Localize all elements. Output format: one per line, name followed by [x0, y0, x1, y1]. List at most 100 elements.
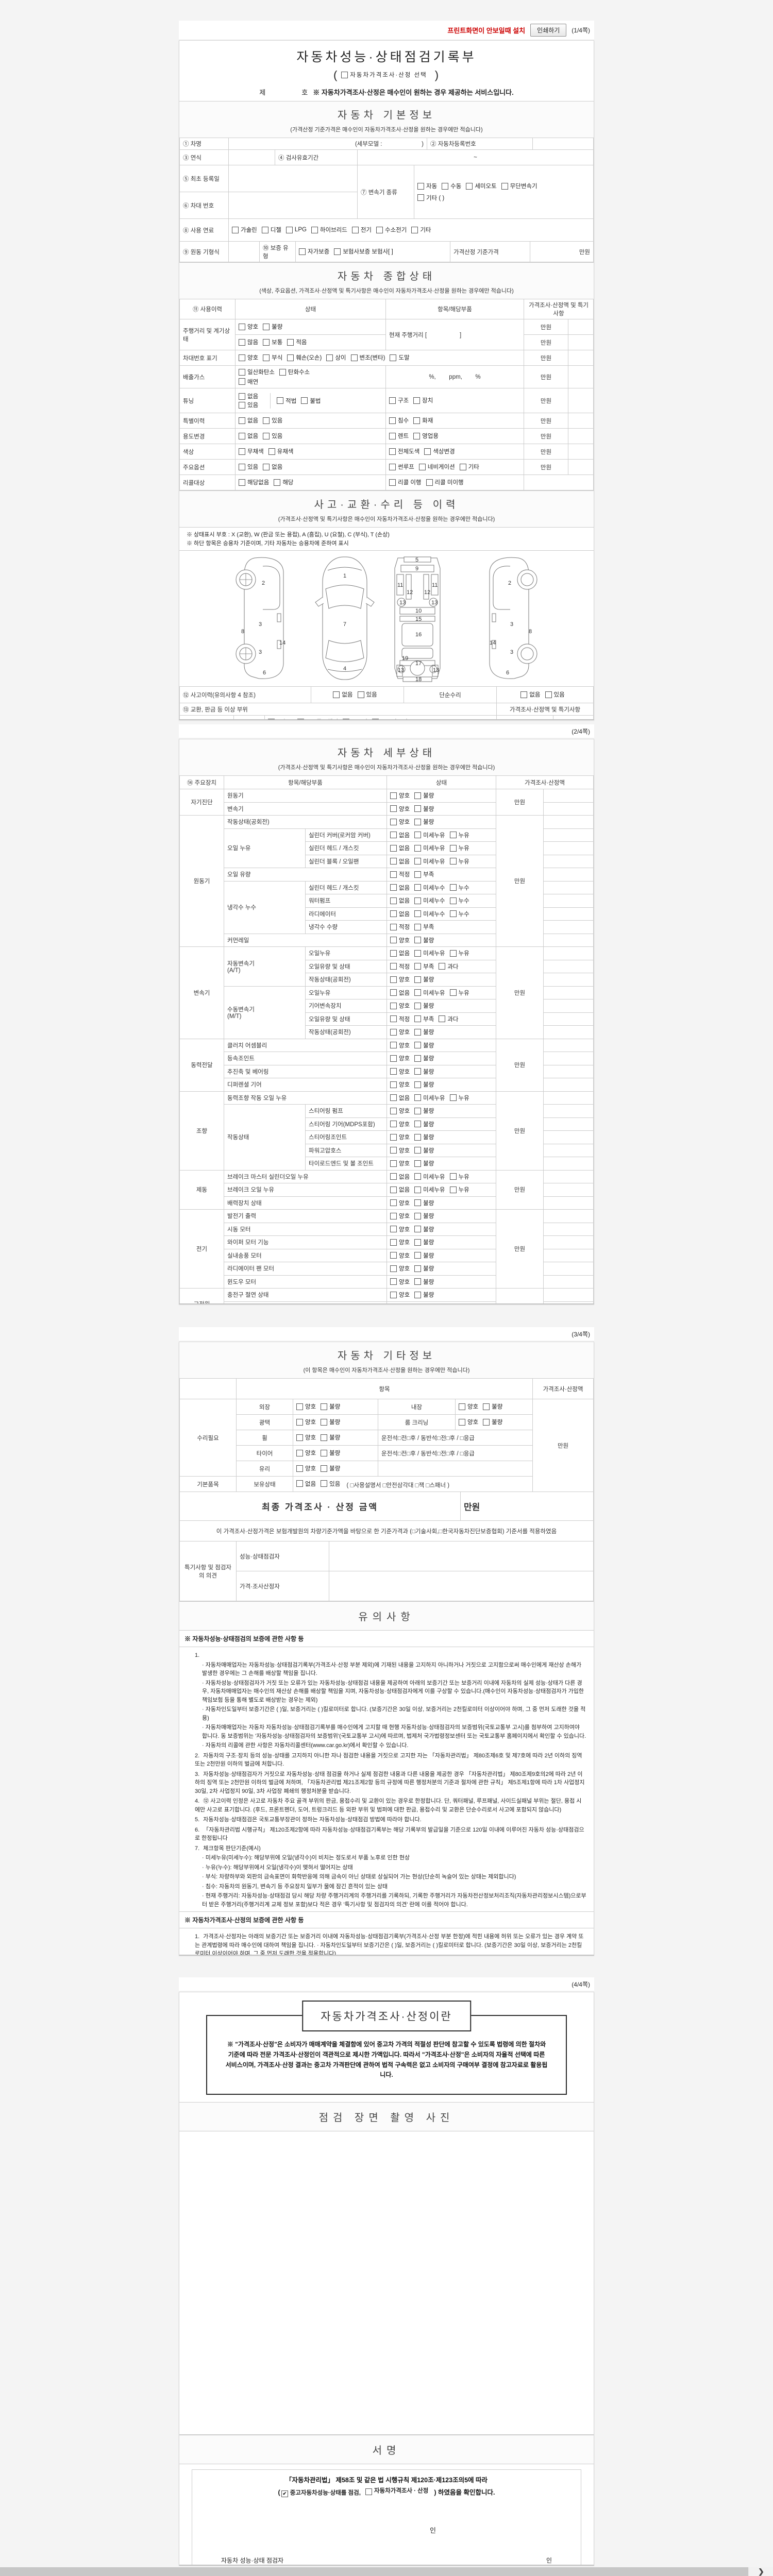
checkbox[interactable] [390, 1094, 397, 1101]
checkbox[interactable] [376, 226, 383, 233]
checkbox-option[interactable]: 1.후드 [268, 718, 293, 719]
checkbox-option[interactable]: 리콜 미이행 [426, 478, 464, 486]
checkbox-option[interactable]: 양호 [390, 1080, 410, 1089]
checkbox-option[interactable]: 불량 [321, 1402, 340, 1411]
checkbox-option[interactable]: 없음 [333, 690, 353, 699]
checkbox[interactable] [414, 897, 422, 904]
checkbox[interactable] [414, 884, 422, 891]
checkbox[interactable] [390, 792, 397, 799]
checkbox[interactable] [297, 718, 304, 719]
checkbox-option[interactable]: 있음 [545, 690, 565, 699]
checkbox[interactable] [414, 1239, 422, 1246]
checkbox-option[interactable]: 불량 [414, 936, 434, 944]
checkbox-option[interactable]: 양호 [239, 323, 258, 331]
checkbox-option[interactable]: 자동차가격조사·산정 선택 [341, 71, 427, 79]
checkbox-option[interactable]: 적정 [390, 923, 410, 931]
checkbox[interactable] [414, 1081, 422, 1088]
checkbox-option[interactable]: 자동차가격조사 · 산정 [365, 2486, 428, 2497]
checkbox[interactable] [449, 832, 457, 838]
checkbox[interactable] [414, 1055, 422, 1062]
checkbox-option[interactable]: 없음 [390, 989, 410, 997]
checkbox[interactable] [239, 448, 245, 455]
checkbox-option[interactable]: 변조(변타) [350, 353, 385, 362]
checkbox-option[interactable]: 불량 [414, 1159, 434, 1167]
checkbox[interactable] [274, 479, 281, 486]
checkbox[interactable] [321, 1480, 328, 1487]
checkbox-option[interactable]: 불량 [414, 1120, 434, 1128]
checkbox-option[interactable]: 불량 [414, 1264, 434, 1273]
checkbox-option[interactable]: 양호 [390, 791, 410, 800]
checkbox-option[interactable]: 없음 [263, 463, 282, 471]
checkbox-option[interactable]: 양호 [296, 1449, 316, 1457]
checkbox[interactable] [449, 1173, 457, 1180]
checkbox-option[interactable]: 장치 [413, 396, 433, 404]
checkbox-option[interactable]: 리콜 이행 [389, 478, 422, 486]
checkbox-option[interactable]: 탄화수소 [279, 368, 310, 376]
checkbox[interactable] [321, 1465, 328, 1472]
checkbox[interactable] [263, 323, 270, 330]
checkbox-option[interactable]: 양호 [390, 1120, 410, 1128]
checkbox-option[interactable]: 누유 [449, 857, 469, 866]
checkbox-option[interactable]: 없음 [239, 432, 258, 440]
checkbox[interactable] [263, 417, 270, 424]
checkbox-option[interactable]: 보험사보증 보험사[ ] [334, 247, 393, 256]
checkbox[interactable] [414, 1042, 422, 1048]
checkbox-option[interactable]: 불량 [414, 1278, 434, 1286]
checkbox[interactable] [357, 691, 364, 698]
checkbox-option[interactable]: 양호 [390, 1067, 410, 1076]
checkbox-option[interactable]: 양호 [390, 1212, 410, 1220]
checkbox-option[interactable]: 누유 [449, 949, 469, 957]
checkbox-option[interactable]: 없음 [390, 910, 410, 918]
checkbox[interactable] [424, 448, 431, 455]
checkbox-option[interactable]: 미세누유 [414, 1173, 445, 1181]
checkbox[interactable] [281, 2490, 288, 2497]
checkbox[interactable] [390, 818, 397, 825]
checkbox[interactable] [390, 1186, 397, 1193]
checkbox[interactable] [414, 923, 422, 930]
checkbox[interactable] [390, 1081, 397, 1088]
checkbox-option[interactable]: 양호 [296, 1464, 316, 1472]
checkbox-option[interactable]: 적음 [287, 338, 307, 346]
checkbox[interactable] [239, 463, 245, 470]
checkbox[interactable] [414, 1265, 422, 1272]
checkbox[interactable] [414, 1133, 422, 1141]
checkbox-option[interactable]: 누유 [449, 844, 469, 852]
checkbox-option[interactable]: 양호 [390, 1028, 410, 1036]
checkbox[interactable] [311, 226, 318, 233]
checkbox[interactable] [365, 2488, 372, 2495]
checkbox[interactable] [390, 1160, 397, 1167]
checkbox-option[interactable]: 불량 [414, 805, 434, 813]
checkbox[interactable] [411, 226, 418, 233]
checkbox-option[interactable]: 보통 [263, 338, 282, 346]
checkbox-option[interactable]: 양호 [390, 1146, 410, 1155]
checkbox[interactable] [390, 976, 397, 983]
checkbox-option[interactable]: 있음 [239, 463, 258, 471]
checkbox-option[interactable]: 중고자동차성능·상태를 점검, [281, 2488, 361, 2499]
checkbox[interactable] [414, 1252, 422, 1259]
checkbox[interactable] [390, 1278, 397, 1285]
checkbox-option[interactable]: 누유 [449, 1185, 469, 1194]
checkbox-option[interactable]: 디젤 [261, 226, 281, 234]
checkbox-option[interactable]: 불량 [414, 1212, 434, 1220]
checkbox-option[interactable]: 불량 [414, 1238, 434, 1246]
checkbox-option[interactable]: 양호 [239, 353, 258, 362]
checkbox[interactable] [414, 818, 422, 825]
checkbox-option[interactable]: 없음 [239, 416, 258, 425]
checkbox-option[interactable]: 양호 [296, 1418, 316, 1426]
checkbox[interactable] [414, 792, 422, 799]
checkbox[interactable] [343, 718, 350, 719]
checkbox[interactable] [239, 323, 245, 330]
checkbox-option[interactable]: 전기 [351, 226, 372, 234]
checkbox[interactable] [414, 910, 422, 917]
checkbox[interactable] [449, 950, 457, 957]
checkbox[interactable] [390, 805, 397, 812]
checkbox-option[interactable]: 불량 [414, 1146, 434, 1155]
checkbox[interactable] [414, 950, 422, 957]
checkbox-option[interactable]: 양호 [390, 1041, 410, 1049]
checkbox[interactable] [459, 1403, 465, 1410]
checkbox-option[interactable]: 적정 [390, 962, 410, 971]
checkbox[interactable] [390, 832, 397, 838]
checkbox-option[interactable]: 없음 [390, 831, 410, 839]
checkbox-option[interactable]: 양호 [390, 1107, 410, 1115]
checkbox-option[interactable]: 없음 [390, 896, 410, 905]
